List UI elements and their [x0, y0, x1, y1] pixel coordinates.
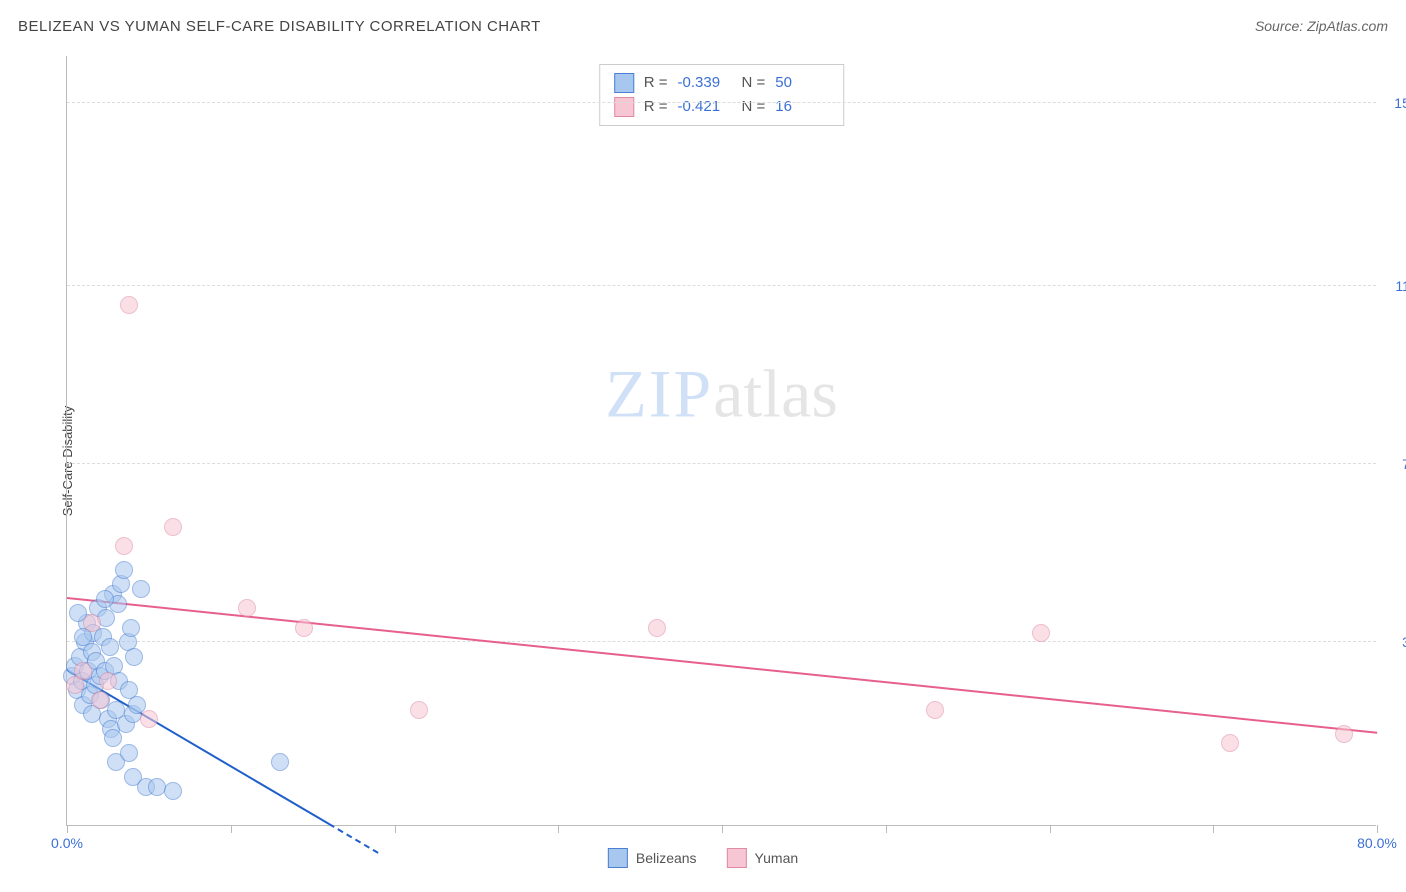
data-point	[148, 778, 166, 796]
legend-item: Yuman	[727, 848, 799, 868]
x-tick	[395, 825, 396, 833]
gridline	[67, 641, 1376, 642]
legend-label: Yuman	[755, 850, 799, 866]
x-tick	[67, 825, 68, 833]
chart-title: BELIZEAN VS YUMAN SELF-CARE DISABILITY C…	[18, 18, 541, 35]
legend-swatch	[727, 848, 747, 868]
data-point	[926, 701, 944, 719]
stat-r-value: -0.421	[678, 95, 732, 119]
data-point	[164, 782, 182, 800]
source-attribution: Source: ZipAtlas.com	[1255, 18, 1388, 34]
data-point	[648, 619, 666, 637]
x-tick-label: 0.0%	[51, 835, 83, 851]
gridline	[67, 463, 1376, 464]
y-tick-label: 3.8%	[1402, 634, 1406, 650]
trend-line	[328, 823, 378, 854]
data-point	[1221, 734, 1239, 752]
data-point	[96, 590, 114, 608]
scatter-plot-area: ZIPatlas R =-0.339N =50R =-0.421N =16 3.…	[66, 56, 1376, 826]
data-point	[271, 753, 289, 771]
correlation-stats-box: R =-0.339N =50R =-0.421N =16	[599, 64, 845, 126]
data-point	[132, 580, 150, 598]
legend-swatch	[608, 848, 628, 868]
data-point	[74, 662, 92, 680]
stats-row: R =-0.421N =16	[614, 95, 830, 119]
stat-r-value: -0.339	[678, 71, 732, 95]
data-point	[115, 537, 133, 555]
trend-line	[67, 597, 1377, 734]
legend-swatch	[614, 73, 634, 93]
data-point	[1032, 624, 1050, 642]
data-point	[125, 648, 143, 666]
stat-n-value: 50	[775, 71, 829, 95]
stat-n-value: 16	[775, 95, 829, 119]
legend-item: Belizeans	[608, 848, 697, 868]
y-tick-label: 7.5%	[1402, 456, 1406, 472]
series-legend: Belizeans Yuman	[608, 848, 798, 868]
x-tick	[886, 825, 887, 833]
watermark-text: ZIPatlas	[605, 355, 838, 434]
data-point	[122, 619, 140, 637]
x-tick	[722, 825, 723, 833]
data-point	[120, 296, 138, 314]
data-point	[140, 710, 158, 728]
legend-label: Belizeans	[636, 850, 697, 866]
x-tick	[1377, 825, 1378, 833]
x-tick	[1213, 825, 1214, 833]
gridline	[67, 285, 1376, 286]
data-point	[91, 691, 109, 709]
data-point	[115, 561, 133, 579]
gridline	[67, 102, 1376, 103]
data-point	[120, 744, 138, 762]
data-point	[295, 619, 313, 637]
data-point	[104, 729, 122, 747]
data-point	[1335, 725, 1353, 743]
data-point	[238, 599, 256, 617]
data-point	[101, 638, 119, 656]
y-tick-label: 11.2%	[1395, 278, 1406, 294]
data-point	[410, 701, 428, 719]
data-point	[83, 614, 101, 632]
data-point	[164, 518, 182, 536]
data-point	[99, 672, 117, 690]
x-tick	[231, 825, 232, 833]
legend-swatch	[614, 97, 634, 117]
x-tick-label: 80.0%	[1357, 835, 1397, 851]
x-tick	[558, 825, 559, 833]
x-tick	[1050, 825, 1051, 833]
y-tick-label: 15.0%	[1394, 95, 1406, 111]
stats-row: R =-0.339N =50	[614, 71, 830, 95]
